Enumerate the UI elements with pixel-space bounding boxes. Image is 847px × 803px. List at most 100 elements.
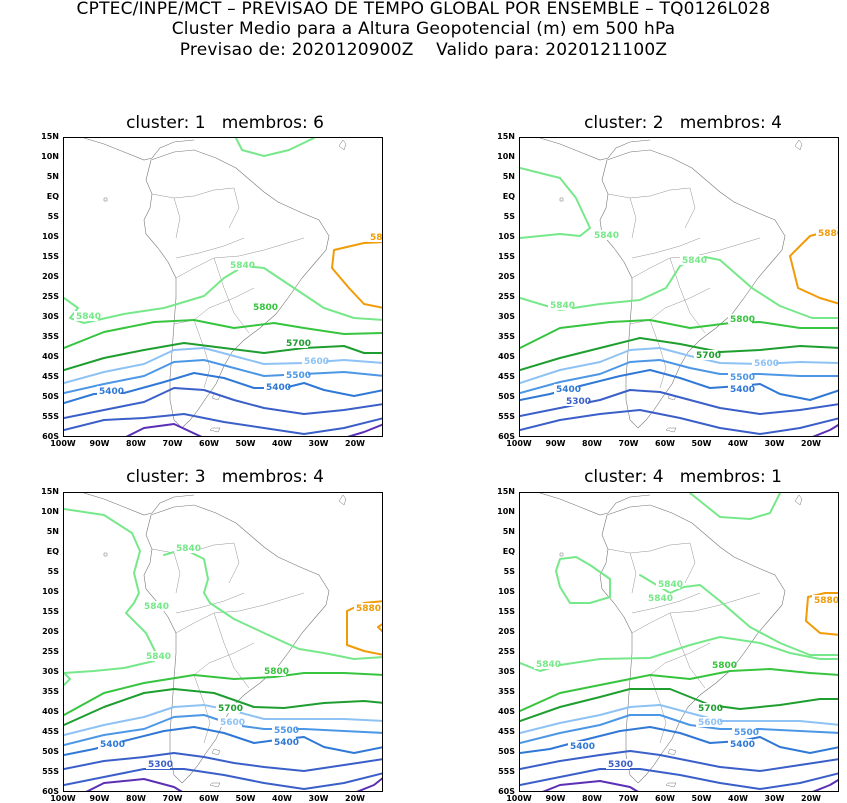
contour-label: 5700	[696, 351, 721, 361]
contour-label: 5840	[176, 544, 201, 554]
contour-label-bg	[142, 601, 166, 611]
contour-label: 5880	[814, 596, 839, 606]
lat-tick-label: 30S	[498, 312, 515, 321]
lon-tick-label: 30W	[764, 439, 785, 448]
contour-label: 5840	[144, 602, 169, 612]
contour-label: 5700	[286, 339, 311, 349]
country-border	[629, 287, 711, 325]
contour-label-bg	[816, 228, 838, 238]
lat-tick-label: 25S	[42, 292, 59, 301]
contour-label-bg	[368, 232, 382, 242]
contour-line	[639, 574, 838, 656]
contour-label: 5840	[550, 301, 575, 311]
country-border	[175, 237, 245, 259]
lat-tick-label: 40S	[498, 352, 515, 361]
lat-tick-label: 50S	[42, 747, 59, 756]
lat-tick-label: 25S	[42, 647, 59, 656]
contour-line	[163, 548, 382, 660]
country-border	[173, 287, 255, 325]
contour-label: 5840	[648, 594, 673, 604]
lon-tick-label: 100W	[506, 439, 532, 448]
contour-label-bg	[728, 739, 752, 749]
contour-label: 5400	[100, 740, 125, 750]
contour-line	[520, 714, 838, 744]
island-outline	[338, 139, 347, 151]
lon-tick-label: 90W	[545, 439, 566, 448]
lat-tick-label: 60S	[42, 787, 59, 796]
contour-label-bg	[174, 543, 198, 553]
lat-tick-label: 45S	[498, 372, 515, 381]
central-america-outline	[539, 493, 651, 516]
country-border	[213, 257, 250, 334]
lat-tick-label: 55S	[498, 412, 515, 421]
contour-label-bg	[568, 741, 592, 751]
map-canvas: 5880 5840 5840 5800 5700 5600 5500 5400 5400	[64, 138, 383, 436]
contour-label: 5800	[730, 315, 755, 325]
contour-label-bg	[606, 759, 630, 769]
country-border	[173, 642, 255, 680]
central-america-outline	[83, 138, 195, 161]
contour-label-bg	[251, 302, 275, 312]
contour-line	[64, 265, 382, 324]
lat-tick-label: 35S	[42, 687, 59, 696]
contour-label-bg	[812, 595, 836, 605]
contour-label: 5840	[536, 660, 561, 670]
lon-tick-label: 40W	[728, 794, 748, 803]
contour-label-bg	[228, 260, 252, 270]
contour-label: 5880	[370, 233, 383, 243]
lon-tick-label: 60W	[655, 439, 675, 448]
contour-label-bg	[710, 660, 734, 670]
contour-line	[64, 342, 382, 371]
contour-line	[64, 508, 157, 674]
lat-tick-label: 50S	[498, 747, 515, 756]
island-outline	[665, 782, 677, 788]
lat-tick-label: 35S	[498, 332, 515, 341]
contour-line	[520, 704, 838, 734]
contour-label-bg	[592, 230, 616, 240]
island-outline	[103, 197, 108, 202]
lat-tick-label: 40S	[498, 707, 515, 716]
lat-tick-label: 50S	[498, 392, 515, 401]
lat-tick-label: 20S	[42, 272, 59, 281]
country-border	[228, 542, 240, 584]
contour-line	[64, 319, 382, 349]
lon-tick-label: 70W	[618, 794, 639, 803]
central-america-outline	[83, 493, 195, 516]
contour-line	[520, 668, 838, 712]
contour-label-bg	[74, 311, 98, 321]
lon-tick-label: 40W	[272, 439, 292, 448]
contour-line	[346, 600, 382, 656]
contour-label: 5400	[99, 387, 124, 397]
country-border	[684, 187, 696, 229]
contour-label-bg	[548, 300, 572, 310]
country-border	[228, 187, 240, 229]
lat-tick-label: 10S	[498, 587, 515, 596]
contour-label: 5840	[658, 580, 683, 590]
island-outline	[667, 748, 677, 756]
contour-label-bg	[656, 579, 680, 589]
contour-line	[520, 167, 591, 239]
contour-label: 5400	[730, 385, 755, 395]
contour-label-bg	[728, 314, 752, 324]
lon-tick-label: 80W	[126, 439, 146, 448]
contour-label: 5300	[608, 760, 633, 770]
country-border	[607, 187, 691, 199]
contour-line	[235, 138, 315, 157]
lat-tick-label: 15S	[42, 252, 59, 261]
contour-label: 5500	[286, 371, 311, 381]
contour-line	[64, 672, 382, 716]
lat-tick-label: 10N	[41, 152, 59, 161]
lat-tick-label: 15N	[497, 132, 515, 141]
contour-line	[520, 750, 838, 772]
country-border	[629, 197, 637, 239]
lat-tick-label: 5S	[503, 212, 515, 221]
lon-tick-label: 30W	[764, 794, 785, 803]
contour-label: 5300	[148, 760, 173, 770]
contour-label: 5500	[274, 726, 299, 736]
lat-tick-label: 55S	[42, 767, 59, 776]
lat-tick-label: 60S	[498, 787, 515, 796]
lon-tick-label: 60W	[199, 439, 219, 448]
lon-tick-label: 20W	[801, 439, 821, 448]
contour-label: 5840	[76, 312, 101, 322]
map-panel: 5880 5840 5840 5840 5800 5700 5600 5500 5400 5400…	[519, 137, 839, 437]
